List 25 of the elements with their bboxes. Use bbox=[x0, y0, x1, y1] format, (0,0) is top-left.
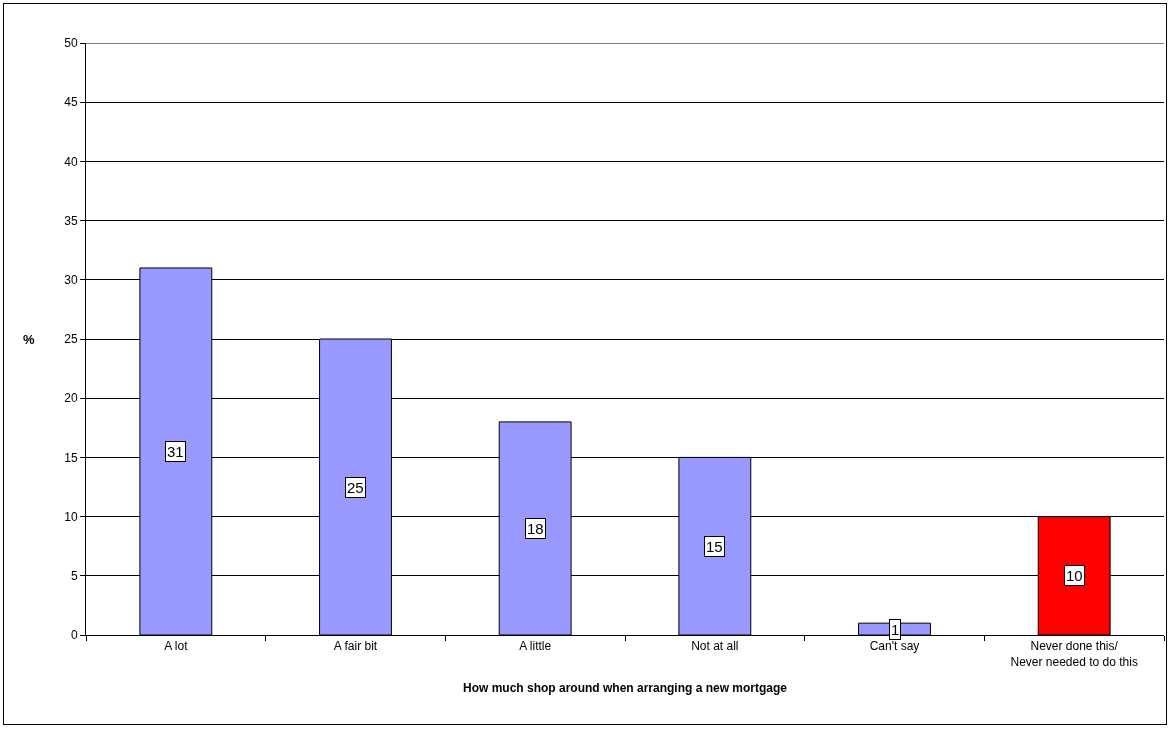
y-tick-label: 30 bbox=[64, 273, 78, 287]
data-label: 10 bbox=[1066, 567, 1083, 584]
data-label: 15 bbox=[706, 538, 723, 555]
y-axis-title: % bbox=[23, 332, 35, 347]
x-tick-label: A fair bit bbox=[333, 639, 378, 654]
y-tick-label: 20 bbox=[64, 391, 78, 406]
x-tick-label: Can't say bbox=[869, 639, 920, 654]
y-tick-label: 50 bbox=[64, 36, 78, 51]
y-tick-label: 5 bbox=[70, 569, 78, 583]
data-label: 18 bbox=[527, 520, 544, 537]
data-label: 25 bbox=[347, 479, 364, 496]
y-tick-label: 45 bbox=[64, 95, 78, 110]
x-tick-label: A lot bbox=[164, 639, 189, 654]
y-tick-label: 15 bbox=[64, 450, 78, 465]
y-tick-label: 25 bbox=[64, 332, 78, 347]
x-tick-label: A little bbox=[519, 639, 552, 654]
y-tick-label: 40 bbox=[64, 154, 78, 169]
data-label: 31 bbox=[167, 443, 184, 460]
y-tick-label: 10 bbox=[64, 509, 78, 524]
x-tick-label: Not at all bbox=[691, 639, 739, 654]
x-axis-title: How much shop around when arranging a new mortgage bbox=[463, 681, 788, 695]
y-tick-label: 35 bbox=[64, 213, 78, 228]
y-tick-label: 0 bbox=[70, 628, 78, 643]
data-label: 1 bbox=[891, 621, 900, 638]
x-tick-label: Never done this/ Never needed to do this bbox=[1010, 639, 1138, 669]
